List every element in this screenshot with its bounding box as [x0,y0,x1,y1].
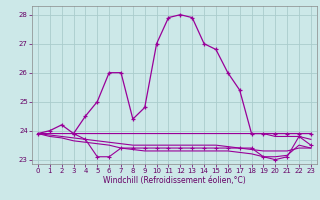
X-axis label: Windchill (Refroidissement éolien,°C): Windchill (Refroidissement éolien,°C) [103,176,246,185]
